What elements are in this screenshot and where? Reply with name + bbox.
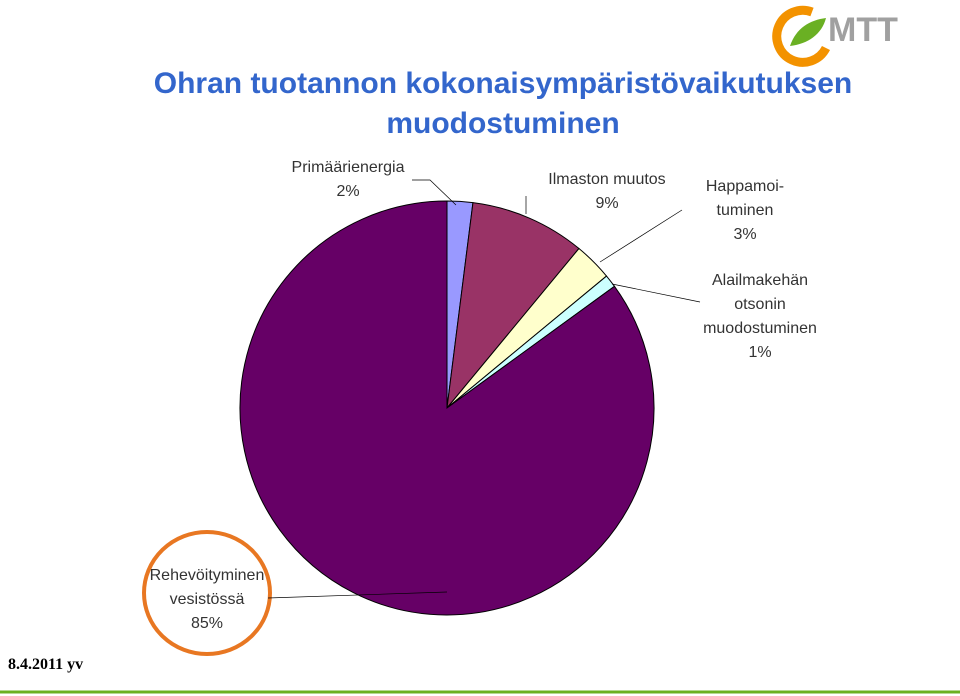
logo: MTT [772, 5, 898, 67]
leader-line [599, 209, 683, 263]
slice-label: Alailmakehän otsonin muodostuminen [703, 272, 817, 337]
value-label: 2% [336, 183, 359, 200]
slice-label: Rehevöityminen vesistössä [150, 567, 265, 608]
label-line: Rehevöityminen [150, 567, 265, 584]
logo-arc [772, 5, 831, 67]
value-label: 1% [748, 344, 771, 361]
label-line: Ilmaston muutos [548, 171, 665, 188]
leader-line [267, 591, 448, 599]
label-line: muodostuminen [703, 320, 817, 337]
pie-slice [239, 200, 655, 616]
logo-text: MTT [828, 11, 898, 49]
leader-line [611, 283, 701, 303]
logo-leaf [790, 18, 826, 46]
value-label: 3% [733, 226, 756, 243]
label-line: Alailmakehän [712, 272, 808, 289]
label-line: Primäärienergia [292, 159, 405, 176]
footer-date: 8.4.2011 yv [8, 656, 84, 673]
label-line: otsonin [734, 296, 786, 313]
leader-line [412, 179, 457, 206]
pie-slice [446, 202, 580, 410]
chart-title: Ohran tuotannon kokonaisympäristövaikutu… [153, 67, 853, 140]
label-line: tuminen [717, 202, 774, 219]
slice-label: Primäärienergia [292, 159, 405, 176]
highlight-ring [142, 530, 272, 656]
slice-label: Ilmaston muutos [548, 171, 665, 188]
label-line: vesistössä [170, 591, 245, 608]
value-label: 85% [191, 615, 223, 632]
label-line: Happamoi- [706, 178, 784, 195]
slice-label: Happamoi-tuminen [706, 178, 784, 219]
value-label: 9% [595, 195, 618, 212]
